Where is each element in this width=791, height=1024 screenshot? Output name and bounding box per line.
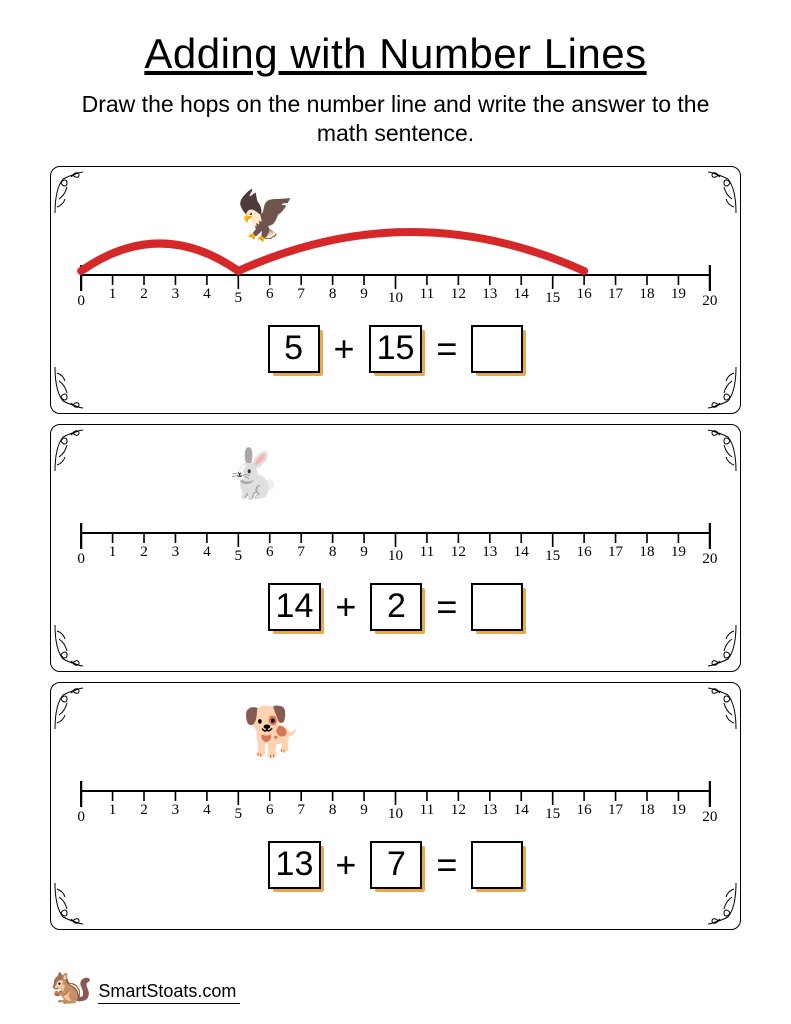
svg-text:8: 8 xyxy=(329,544,337,560)
svg-text:3: 3 xyxy=(172,802,180,818)
answer-box[interactable] xyxy=(471,841,523,889)
svg-text:8: 8 xyxy=(329,802,337,818)
svg-text:12: 12 xyxy=(451,802,466,818)
svg-text:16: 16 xyxy=(577,544,593,560)
eagle-icon: 🦅 xyxy=(236,193,296,241)
svg-text:6: 6 xyxy=(266,286,274,302)
svg-text:16: 16 xyxy=(577,802,593,818)
animal-area: 🐕 xyxy=(63,691,728,773)
stoat-logo-icon: 🐿️ xyxy=(50,970,92,1004)
svg-text:9: 9 xyxy=(360,286,368,302)
answer-box[interactable] xyxy=(471,325,523,373)
svg-text:15: 15 xyxy=(545,290,560,306)
svg-text:18: 18 xyxy=(639,286,654,302)
svg-text:1: 1 xyxy=(109,286,117,302)
animal-area: 🐇 xyxy=(63,433,728,515)
addend2-box: 15 xyxy=(369,325,423,373)
svg-text:10: 10 xyxy=(388,290,403,306)
addend1-box: 13 xyxy=(268,841,322,889)
equals-sign: = xyxy=(434,844,459,886)
svg-text:10: 10 xyxy=(388,548,403,564)
svg-text:19: 19 xyxy=(671,544,686,560)
footer: 🐿️ SmartStoats.com xyxy=(50,970,240,1004)
svg-text:0: 0 xyxy=(77,551,85,565)
addend1-box: 5 xyxy=(268,325,320,373)
answer-box[interactable] xyxy=(471,583,523,631)
svg-text:4: 4 xyxy=(203,802,211,818)
svg-text:16: 16 xyxy=(577,286,593,302)
plus-sign: + xyxy=(332,328,357,370)
svg-text:11: 11 xyxy=(420,286,435,302)
svg-text:17: 17 xyxy=(608,286,624,302)
number-line: 01234567891011121314151617181920 xyxy=(71,257,720,307)
page-title: Adding with Number Lines xyxy=(50,30,741,78)
equation: 13 + 7 = xyxy=(63,841,728,889)
svg-text:17: 17 xyxy=(608,544,624,560)
equals-sign: = xyxy=(434,586,459,628)
plus-sign: + xyxy=(333,586,358,628)
addend2-box: 7 xyxy=(370,841,422,889)
svg-text:10: 10 xyxy=(388,806,403,822)
svg-text:18: 18 xyxy=(639,544,654,560)
svg-text:18: 18 xyxy=(639,802,654,818)
addend2-box: 2 xyxy=(370,583,422,631)
equation: 5 + 15 = xyxy=(63,325,728,373)
svg-text:2: 2 xyxy=(140,544,148,560)
svg-text:4: 4 xyxy=(203,544,211,560)
svg-text:12: 12 xyxy=(451,286,466,302)
animal-area: 🦅 xyxy=(63,175,728,257)
svg-text:14: 14 xyxy=(514,802,530,818)
svg-text:1: 1 xyxy=(109,544,117,560)
svg-text:3: 3 xyxy=(172,286,180,302)
svg-text:6: 6 xyxy=(266,802,274,818)
svg-text:12: 12 xyxy=(451,544,466,560)
svg-text:14: 14 xyxy=(514,544,530,560)
rabbit-icon: 🐇 xyxy=(223,451,283,499)
svg-text:20: 20 xyxy=(702,551,717,565)
svg-text:20: 20 xyxy=(702,809,717,823)
svg-text:0: 0 xyxy=(77,809,85,823)
problem-box-2: 🐇 01234567891011121314151617181920 14 + … xyxy=(50,424,741,672)
svg-text:2: 2 xyxy=(140,802,148,818)
problem-box-1: 🦅 01234567891011121314151617181920 5 + 1… xyxy=(50,166,741,414)
footer-url: SmartStoats.com xyxy=(98,981,240,1004)
svg-text:13: 13 xyxy=(482,802,497,818)
svg-text:7: 7 xyxy=(297,286,305,302)
svg-text:2: 2 xyxy=(140,286,148,302)
instructions-text: Draw the hops on the number line and wri… xyxy=(50,90,741,148)
svg-text:9: 9 xyxy=(360,544,368,560)
svg-text:13: 13 xyxy=(482,286,497,302)
svg-text:7: 7 xyxy=(297,802,305,818)
number-line: 01234567891011121314151617181920 xyxy=(71,515,720,565)
svg-text:11: 11 xyxy=(420,802,435,818)
problem-box-3: 🐕 01234567891011121314151617181920 13 + … xyxy=(50,682,741,930)
svg-text:15: 15 xyxy=(545,548,560,564)
dog-icon: 🐕 xyxy=(243,709,303,757)
equation: 14 + 2 = xyxy=(63,583,728,631)
svg-text:13: 13 xyxy=(482,544,497,560)
svg-text:1: 1 xyxy=(109,802,117,818)
addend1-box: 14 xyxy=(268,583,322,631)
number-line: 01234567891011121314151617181920 xyxy=(71,773,720,823)
plus-sign: + xyxy=(333,844,358,886)
svg-text:17: 17 xyxy=(608,802,624,818)
svg-text:8: 8 xyxy=(329,286,337,302)
svg-text:20: 20 xyxy=(702,293,717,307)
svg-text:11: 11 xyxy=(420,544,435,560)
problems-container: 🦅 01234567891011121314151617181920 5 + 1… xyxy=(50,166,741,930)
svg-text:19: 19 xyxy=(671,286,686,302)
equals-sign: = xyxy=(434,328,459,370)
svg-text:0: 0 xyxy=(77,293,85,307)
svg-text:14: 14 xyxy=(514,286,530,302)
svg-text:3: 3 xyxy=(172,544,180,560)
svg-text:15: 15 xyxy=(545,806,560,822)
svg-text:19: 19 xyxy=(671,802,686,818)
svg-text:5: 5 xyxy=(235,290,243,306)
svg-text:6: 6 xyxy=(266,544,274,560)
svg-text:5: 5 xyxy=(235,548,243,564)
svg-text:7: 7 xyxy=(297,544,305,560)
svg-text:4: 4 xyxy=(203,286,211,302)
svg-text:9: 9 xyxy=(360,802,368,818)
svg-text:5: 5 xyxy=(235,806,243,822)
